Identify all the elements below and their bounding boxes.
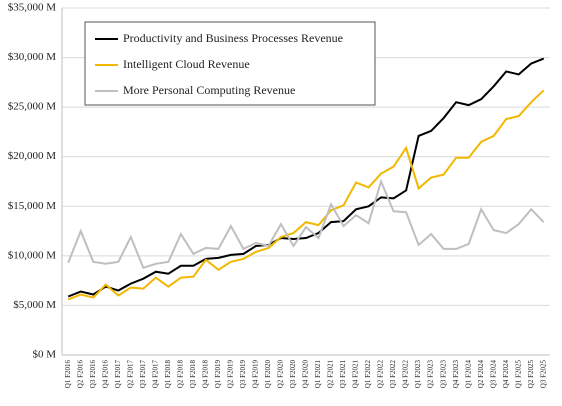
legend-label: More Personal Computing Revenue [123,83,295,97]
x-tick-label: Q4 F2023 [452,360,460,389]
x-tick-label: Q3 F2017 [139,360,147,389]
x-tick-label: Q2 F2017 [126,360,134,389]
x-tick-label: Q3 F2019 [239,360,247,389]
series-line [67,57,545,298]
x-tick-label: Q4 F2024 [502,360,510,389]
x-tick-label: Q3 F2018 [189,360,197,389]
x-tick-label: Q4 F2016 [101,360,109,389]
x-tick-label: Q4 F2018 [202,360,210,389]
series-line [67,178,545,269]
y-tick-label: $5,000 M [13,299,56,311]
legend-box [84,21,376,106]
x-tick-label: Q2 F2020 [277,360,285,389]
x-tick-label: Q2 F2022 [377,360,385,389]
x-tick-label: Q3 F2023 [439,360,447,389]
x-tick-label: Q1 F2025 [514,360,522,389]
x-tick-label: Q3 F2020 [289,360,297,389]
x-tick-label: Q1 F2021 [314,360,322,389]
x-tick-label: Q3 F2016 [89,360,97,389]
x-tick-label: Q2 F2024 [477,360,485,389]
x-tick-label: Q3 F2021 [339,360,347,389]
x-tick-label: Q1 F2023 [414,360,422,389]
x-tick-label: Q4 F2020 [302,360,310,389]
legend-label: Productivity and Business Processes Reve… [123,31,343,45]
x-tick-label: Q4 F2017 [151,360,159,389]
legend-label: Intelligent Cloud Revenue [123,57,250,71]
y-tick-label: $35,000 M [8,2,57,14]
y-tick-label: $20,000 M [8,150,57,162]
x-tick-label: Q3 F2025 [539,360,547,389]
x-tick-label: Q1 F2019 [214,360,222,389]
x-tick-label: Q2 F2025 [527,360,535,389]
x-tick-label: Q4 F2022 [402,360,410,389]
x-tick-label: Q2 F2023 [427,360,435,389]
x-tick-label: Q1 F2017 [114,360,122,389]
y-tick-label: $30,000 M [8,51,57,63]
y-tick-label: $15,000 M [8,200,57,212]
y-tick-label: $25,000 M [8,101,57,113]
x-tick-label: Q3 F2024 [489,360,497,389]
x-tick-label: Q2 F2016 [76,360,84,389]
x-tick-label: Q1 F2016 [64,360,72,389]
x-tick-label: Q3 F2022 [389,360,397,389]
x-tick-label: Q4 F2021 [352,360,360,389]
x-tick-label: Q4 F2019 [252,360,260,389]
x-tick-label: Q1 F2022 [364,360,372,389]
x-tick-label: Q2 F2018 [176,360,184,389]
y-tick-label: $0 M [32,349,56,361]
x-tick-label: Q1 F2020 [264,360,272,389]
x-tick-label: Q2 F2019 [227,360,235,389]
x-tick-label: Q1 F2018 [164,360,172,389]
y-tick-label: $10,000 M [8,249,57,261]
x-tick-label: Q1 F2024 [464,360,472,389]
x-tick-label: Q2 F2021 [327,360,335,389]
series-line [67,89,545,301]
